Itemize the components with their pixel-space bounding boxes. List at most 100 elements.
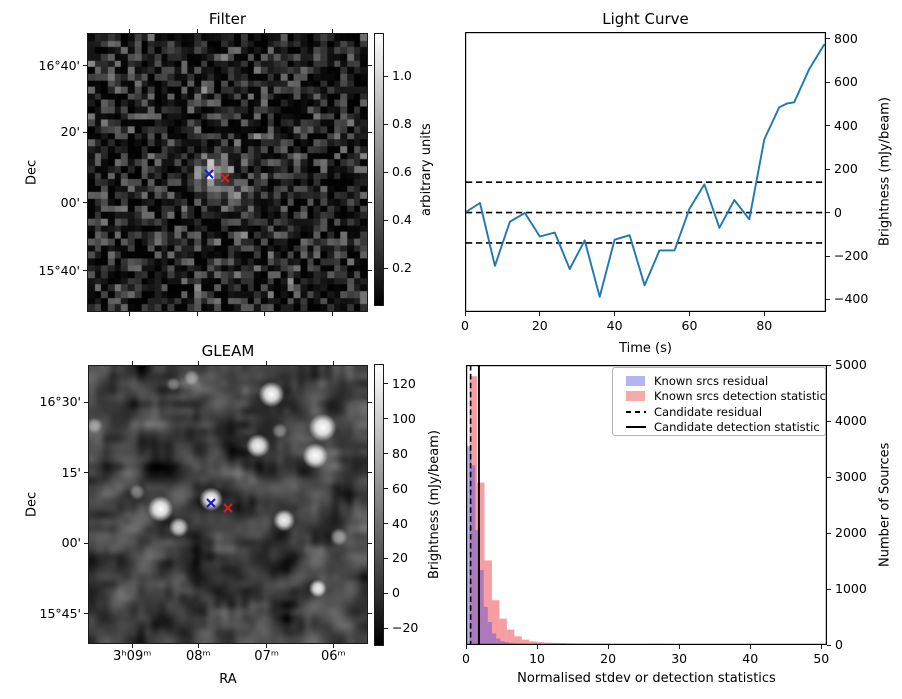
filter-colorbar-tick-label: 1.0: [392, 68, 412, 84]
histogram-bar: [500, 641, 505, 645]
gleam-colorbar-gradient: [375, 365, 383, 645]
gleam-ytick: [84, 472, 88, 474]
filter-colorbar-tick: [384, 219, 388, 221]
gleam-ytick-label: 15': [61, 464, 81, 480]
histogram-bar: [477, 482, 485, 645]
legend-swatch-known-residual-patch: [626, 375, 645, 386]
gleam-ytick: [84, 542, 88, 544]
histogram-ytick: [827, 588, 831, 590]
histogram-legend: Known srcs residual Known srcs detection…: [612, 367, 826, 436]
light-curve-xtick-label: 20: [531, 318, 548, 333]
light-curve-ytick: [826, 81, 830, 83]
histogram-ytick: [827, 644, 831, 646]
legend-item-candidate-detstat: Candidate detection statistic: [613, 420, 825, 436]
histogram-bar: [504, 642, 509, 645]
histogram-xtick: [607, 645, 609, 649]
gleam-xtick: [332, 644, 334, 648]
histogram-xtick: [678, 645, 680, 649]
legend-label-known-detstat: Known srcs detection statistic: [654, 389, 826, 404]
light-curve-title: Light Curve: [602, 10, 689, 28]
light-curve-xtick: [614, 312, 616, 316]
gleam-xtick: [131, 644, 133, 648]
histogram-bar: [521, 639, 530, 645]
gleam-xtick-top: [332, 361, 334, 365]
filter-ytick-label: 00': [60, 194, 80, 210]
light-curve-spines: [465, 32, 826, 312]
histogram-xtick-label: 40: [742, 651, 759, 666]
gleam-ytick-label: 16°30': [39, 394, 82, 410]
histogram-ytick-label: 4000: [835, 413, 867, 428]
gleam-xtick-top: [197, 361, 199, 365]
filter-colorbar-tick: [384, 267, 388, 269]
light-curve-xtick-label: 60: [681, 318, 698, 333]
gleam-ytick-right: [368, 542, 372, 544]
gleam-xtick-label: 08ᵐ: [185, 649, 211, 664]
light-curve-xtick: [763, 312, 765, 316]
histogram-ytick-label: 0: [835, 637, 843, 652]
light-curve-xtick-label: 80: [756, 318, 773, 333]
gleam-xtick-top: [266, 361, 268, 365]
histogram-ytick: [827, 364, 831, 366]
filter-ytick-label: 20': [60, 124, 80, 140]
filter-ytick: [83, 131, 87, 133]
gleam-colorbar-tick-label: 0: [392, 585, 400, 601]
histogram-bar: [471, 465, 476, 645]
light-curve-ytick: [826, 168, 830, 170]
histogram-xtick-label: 10: [529, 651, 546, 666]
filter-ytick-right: [368, 202, 372, 204]
filter-colorbar-tick-label: 0.4: [392, 212, 412, 228]
filter-image-plot: [87, 33, 368, 312]
gleam-xtick-label: 06ᵐ: [320, 649, 346, 664]
filter-colorbar: [374, 33, 384, 306]
light-curve-svg: [464, 32, 826, 312]
gleam-ytick-right: [368, 401, 372, 403]
light-curve-ytick: [826, 212, 830, 214]
filter-xtick-top: [264, 29, 266, 33]
filter-xtick: [129, 312, 131, 316]
histogram-svg: [466, 365, 827, 645]
filter-colorbar-gradient: [375, 34, 383, 305]
histogram-xtick-label: 20: [600, 651, 617, 666]
legend-label-candidate-detstat: Candidate detection statistic: [654, 420, 820, 435]
gleam-colorbar-tick: [384, 453, 388, 455]
gleam-xlabel: RA: [219, 672, 237, 687]
filter-ytick-label: 15°40': [38, 262, 81, 278]
gleam-ytick-right: [368, 613, 372, 615]
gleam-ytick-label: 00': [61, 535, 81, 550]
gleam-colorbar-tick: [384, 592, 388, 594]
light-curve-ytick: [826, 125, 830, 127]
gleam-colorbar-tick: [384, 627, 388, 629]
filter-colorbar-tick: [384, 171, 388, 173]
light-curve-xtick: [464, 312, 466, 316]
light-curve-line: [464, 43, 826, 298]
filter-title: Filter: [208, 10, 247, 28]
histogram-bar: [475, 530, 480, 645]
light-curve-xtick: [539, 312, 541, 316]
light-curve-xtick-label: 40: [606, 318, 623, 333]
histogram-bar: [491, 600, 500, 645]
histogram-bar: [492, 633, 497, 645]
filter-ytick: [83, 65, 87, 67]
light-curve-ytick-label: 800: [834, 30, 858, 46]
light-curve-xtick-label: 0: [461, 318, 469, 333]
gleam-colorbar-tick: [384, 383, 388, 385]
gleam-ytick-right: [368, 472, 372, 474]
gleam-colorbar-tick: [384, 523, 388, 525]
histogram-bar: [483, 606, 488, 645]
filter-ytick-right: [368, 270, 372, 272]
gleam-colorbar-tick-label: −20: [392, 620, 419, 636]
histogram-ytick-label: 3000: [835, 469, 867, 484]
legend-label-known-residual: Known srcs residual: [654, 373, 769, 388]
gleam-colorbar-tick: [384, 557, 388, 559]
gleam-colorbar: [374, 364, 384, 646]
light-curve-ytick-label: 0: [834, 204, 842, 220]
gleam-colorbar-tick-label: 80: [392, 445, 408, 461]
light-curve-ytick-label: 400: [834, 117, 858, 133]
histogram-bar: [506, 629, 515, 645]
histogram-ytick: [827, 532, 831, 534]
filter-ytick: [83, 270, 87, 272]
gleam-colorbar-tick-label: 120: [392, 375, 416, 391]
histogram-ytick-label: 5000: [835, 357, 867, 372]
filter-colorbar-tick-label: 0.6: [392, 164, 412, 180]
